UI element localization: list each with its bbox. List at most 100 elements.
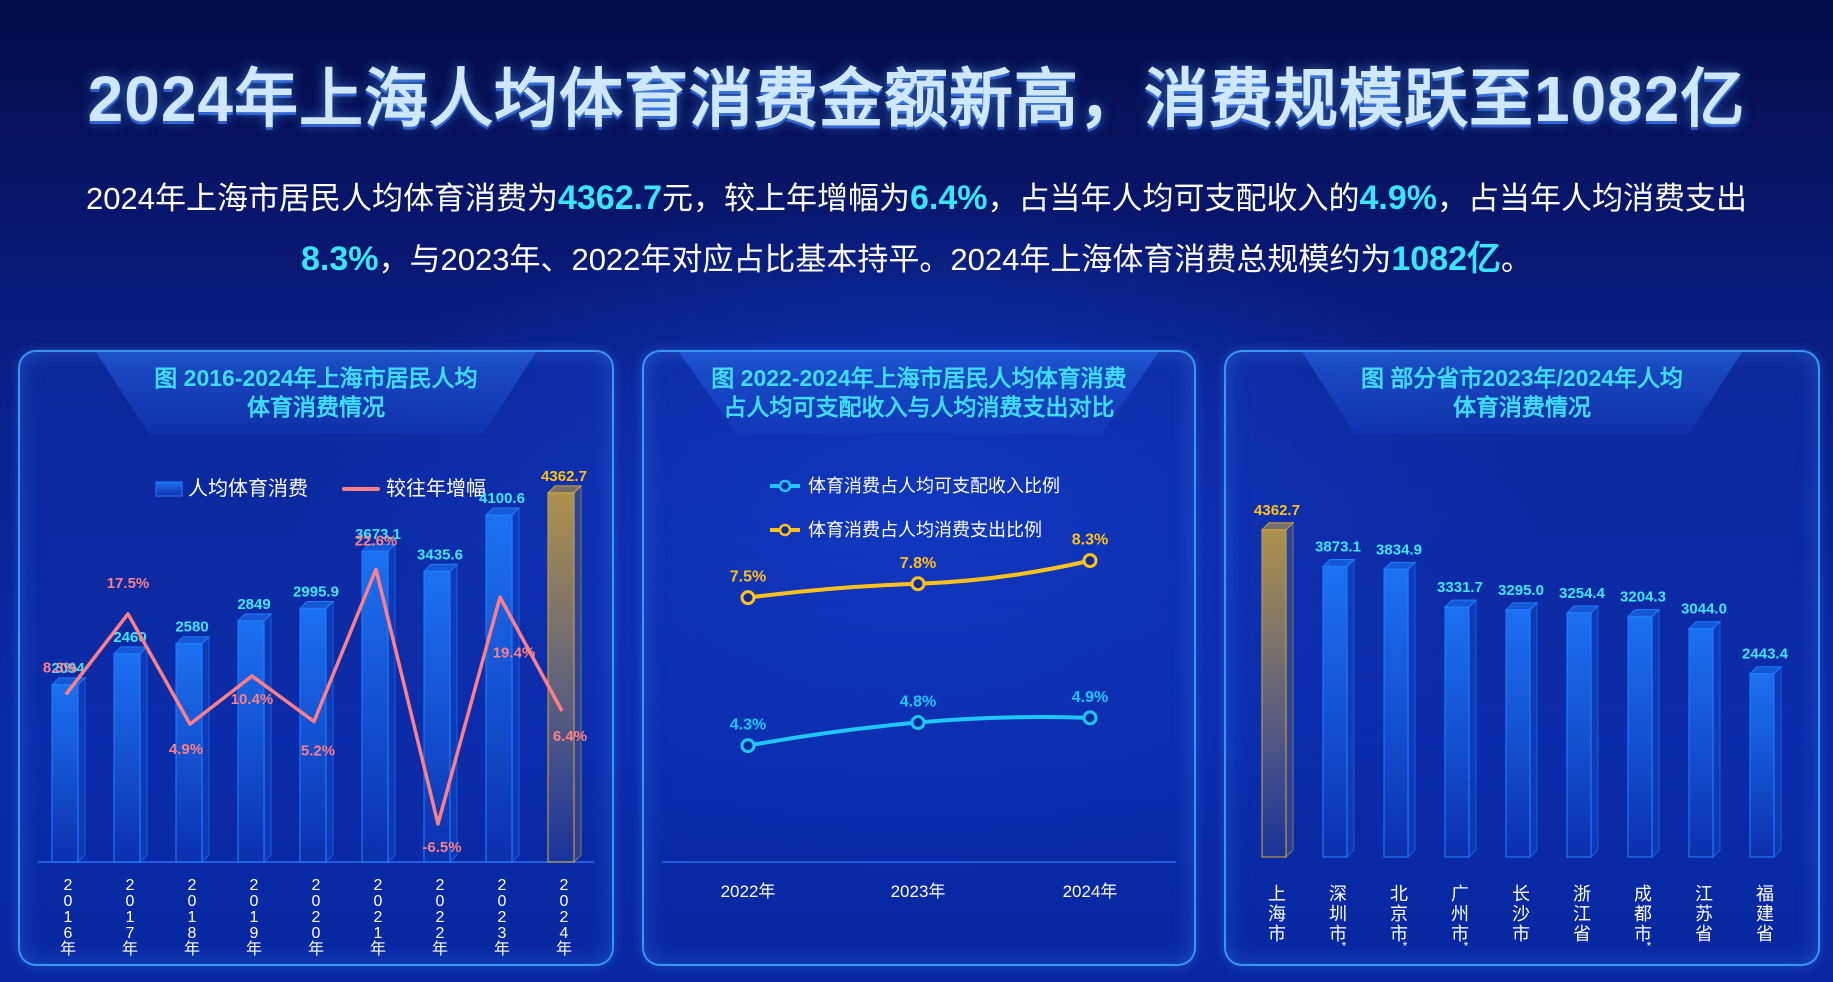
bar-top <box>1260 522 1295 531</box>
x-tick-label-char: * <box>1647 939 1652 953</box>
x-tick-label-char: 市 <box>1634 924 1652 944</box>
chart-1-svg: 人均体育消费 较往年增幅20942016年24602017年25802018年28… <box>38 468 594 958</box>
x-tick-label-char: 1 <box>188 909 197 926</box>
summary-value: 6.4% <box>909 179 988 217</box>
bar-value-label: 3331.7 <box>1437 579 1483 596</box>
chart-panel-annual-consumption: 图 2016-2024年上海市居民人均 体育消费情况 人均体育消费 较往年增幅 20… <box>18 350 614 966</box>
x-tick-label-char: 0 <box>374 893 383 910</box>
bar-top <box>1443 599 1478 608</box>
bar-side <box>139 645 148 864</box>
data-point <box>740 738 756 754</box>
x-tick-label-char: 3 <box>498 925 507 942</box>
x-tick-label-char: 0 <box>312 893 321 910</box>
x-tick-label-char: 2 <box>126 877 135 894</box>
x-tick-label: 2024年 <box>1063 882 1118 901</box>
chart-title: 图 部分省市2023年/2024年人均 体育消费情况 <box>1302 352 1742 434</box>
x-tick-label-char: 年 <box>60 940 76 958</box>
bar-top <box>484 507 521 516</box>
chart-title-line: 图 2022-2024年上海市居民人均体育消费 <box>711 365 1127 391</box>
x-tick-label-char: 年 <box>556 940 572 958</box>
x-tick-label-char: 沙 <box>1512 904 1530 924</box>
bar-side <box>1346 558 1355 859</box>
x-tick-label-char: 长 <box>1512 884 1530 904</box>
summary-part: 元，较上年增幅为 <box>661 181 910 216</box>
bar <box>1627 616 1653 858</box>
x-tick-label-char: 2 <box>560 909 569 926</box>
point-value-label: 4.9% <box>1072 689 1108 706</box>
summary-value: 8.3% <box>300 240 379 278</box>
bar-value-label: 2094 <box>51 660 85 677</box>
x-tick-label-char: * <box>1403 939 1408 953</box>
bar-value-label: 3873.1 <box>1315 539 1361 556</box>
line-value-label: 19.4% <box>493 644 536 661</box>
bar-top <box>1504 602 1539 611</box>
x-tick-label-char: 年 <box>370 940 386 958</box>
x-tick-label-char: 北 <box>1390 884 1408 904</box>
x-tick-label-char: 年 <box>246 940 262 958</box>
x-tick-label-char: 成 <box>1634 884 1652 904</box>
x-tick-label-char: 0 <box>188 893 197 910</box>
x-tick-label-char: 1 <box>250 909 259 926</box>
x-tick-label-char: 4 <box>560 925 569 942</box>
data-point <box>1082 710 1098 726</box>
x-tick-label-char: 2 <box>436 877 445 894</box>
line-value-label: 22.6% <box>355 532 398 549</box>
summary-value: 4362.7 <box>557 179 662 217</box>
bar-value-label: 3204.3 <box>1620 589 1666 606</box>
x-tick-label-char: 广 <box>1451 884 1469 904</box>
bar <box>299 607 327 863</box>
bar-side <box>1407 561 1416 859</box>
bar-value-label: 2849 <box>237 596 270 613</box>
summary-text: 2024年上海市居民人均体育消费为4362.7元，较上年增幅为6.4%，占当年人… <box>20 168 1813 290</box>
x-tick-label-char: 市 <box>1512 924 1530 944</box>
bar <box>113 653 141 863</box>
x-tick-label-char: 省 <box>1756 924 1774 944</box>
x-tick-label-char: 2 <box>498 909 507 926</box>
x-tick-label-char: 市 <box>1451 924 1469 944</box>
x-tick-label-char: 1 <box>126 909 135 926</box>
bar-side <box>1773 665 1782 859</box>
chart-3-svg: 4362.7上海市3873.1深圳市*3834.9北京市*3331.7广州市*3… <box>1254 502 1789 953</box>
summary-part: 2024年上海市居民人均体育消费为 <box>86 181 558 216</box>
chart-title: 图 2022-2024年上海市居民人均体育消费 占人均可支配收入与人均消费支出对… <box>679 352 1159 434</box>
line-value-label: 6.4% <box>553 728 587 745</box>
x-tick-label-char: 1 <box>64 909 73 926</box>
bar-side <box>1468 598 1477 859</box>
x-tick-label-char: 年 <box>122 940 138 958</box>
point-value-label: 4.3% <box>730 717 766 734</box>
chart-panel-ratio-compare: 图 2022-2024年上海市居民人均体育消费 占人均可支配收入与人均消费支出对… <box>642 350 1196 966</box>
chart-panel-province-compare: 图 部分省市2023年/2024年人均 体育消费情况 4362.7 上海市 3873… <box>1224 350 1820 966</box>
bar <box>1688 628 1714 858</box>
x-tick-label-char: 2 <box>498 877 507 894</box>
bar <box>51 684 79 863</box>
bar-top <box>236 613 273 622</box>
point-value-label: 4.8% <box>900 694 936 711</box>
x-tick-label-char: 2 <box>188 877 197 894</box>
growth-line <box>64 567 564 826</box>
x-tick-label-char: 2 <box>560 877 569 894</box>
bar <box>1322 565 1348 858</box>
bar-top <box>1565 605 1600 614</box>
bar-value-label: 3834.9 <box>1376 541 1422 558</box>
x-tick-label-char: 海 <box>1268 904 1286 924</box>
bar <box>1383 568 1409 858</box>
x-tick-label-char: 2 <box>436 925 445 942</box>
x-tick-label-char: 年 <box>184 940 200 958</box>
bar <box>1261 529 1287 858</box>
legend-bar-swatch <box>155 481 183 497</box>
line-value-label: 4.9% <box>169 741 203 758</box>
bar-value-label: 4362.7 <box>1254 502 1300 519</box>
line-value-label: 17.5% <box>107 575 150 592</box>
legend-marker <box>778 523 792 537</box>
x-tick-label-char: 7 <box>126 925 135 942</box>
bar-side <box>1529 601 1538 859</box>
x-tick-label-char: 年 <box>308 940 324 958</box>
x-tick-label-char: * <box>1342 939 1347 953</box>
chart-title-line: 占人均可支配收入与人均消费支出对比 <box>723 394 1115 420</box>
chart-title-line: 体育消费情况 <box>1453 394 1591 420</box>
bar-top <box>422 563 459 572</box>
bar-value-label: 3435.6 <box>417 546 463 563</box>
bar-side <box>77 676 86 864</box>
x-tick-label-char: 0 <box>250 893 259 910</box>
